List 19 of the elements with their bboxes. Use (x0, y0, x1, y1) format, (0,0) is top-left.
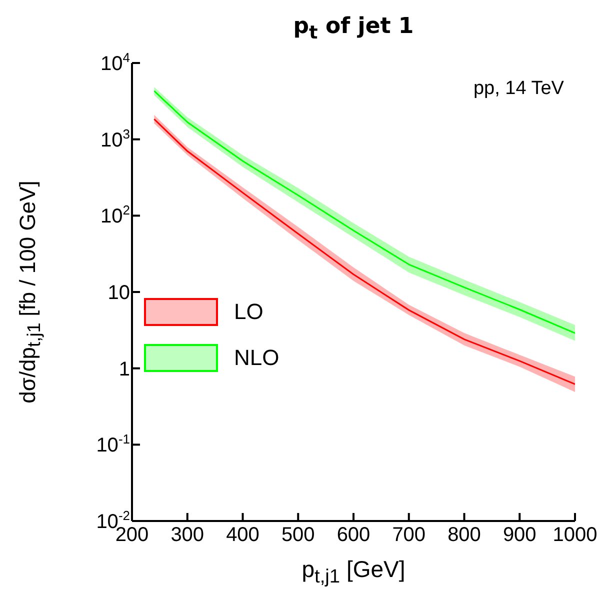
x-tick-label: 500 (281, 524, 315, 546)
x-tick-label: 700 (392, 524, 426, 546)
y-tick-label: 10$^{3}$ (100, 126, 130, 152)
y-tick-label: 10 (108, 282, 130, 304)
legend-label: LO (234, 299, 264, 325)
y-tick-label: 1 (118, 358, 130, 380)
x-tick-label: 900 (502, 524, 536, 546)
x-tick-label: 800 (448, 524, 481, 546)
y-tick-label: 10$^{2}$ (100, 202, 130, 228)
y-tick-label: 10$^{-1}$ (96, 432, 130, 457)
chart-title: p$_{t}$ of jet 1 (292, 14, 415, 44)
legend-label: NLO (234, 345, 280, 371)
x-tick-label: 600 (336, 524, 370, 546)
x-tick-label: 1000 (552, 524, 598, 546)
annotation: pp, 14 TeV (473, 78, 564, 100)
x-tick-label: 300 (170, 524, 204, 546)
y-tick-label: 10$^{4}$ (100, 50, 130, 75)
x-axis-title: p$_{t,j1}$ [GeV] (300, 556, 406, 589)
x-tick-label: 400 (226, 524, 260, 546)
